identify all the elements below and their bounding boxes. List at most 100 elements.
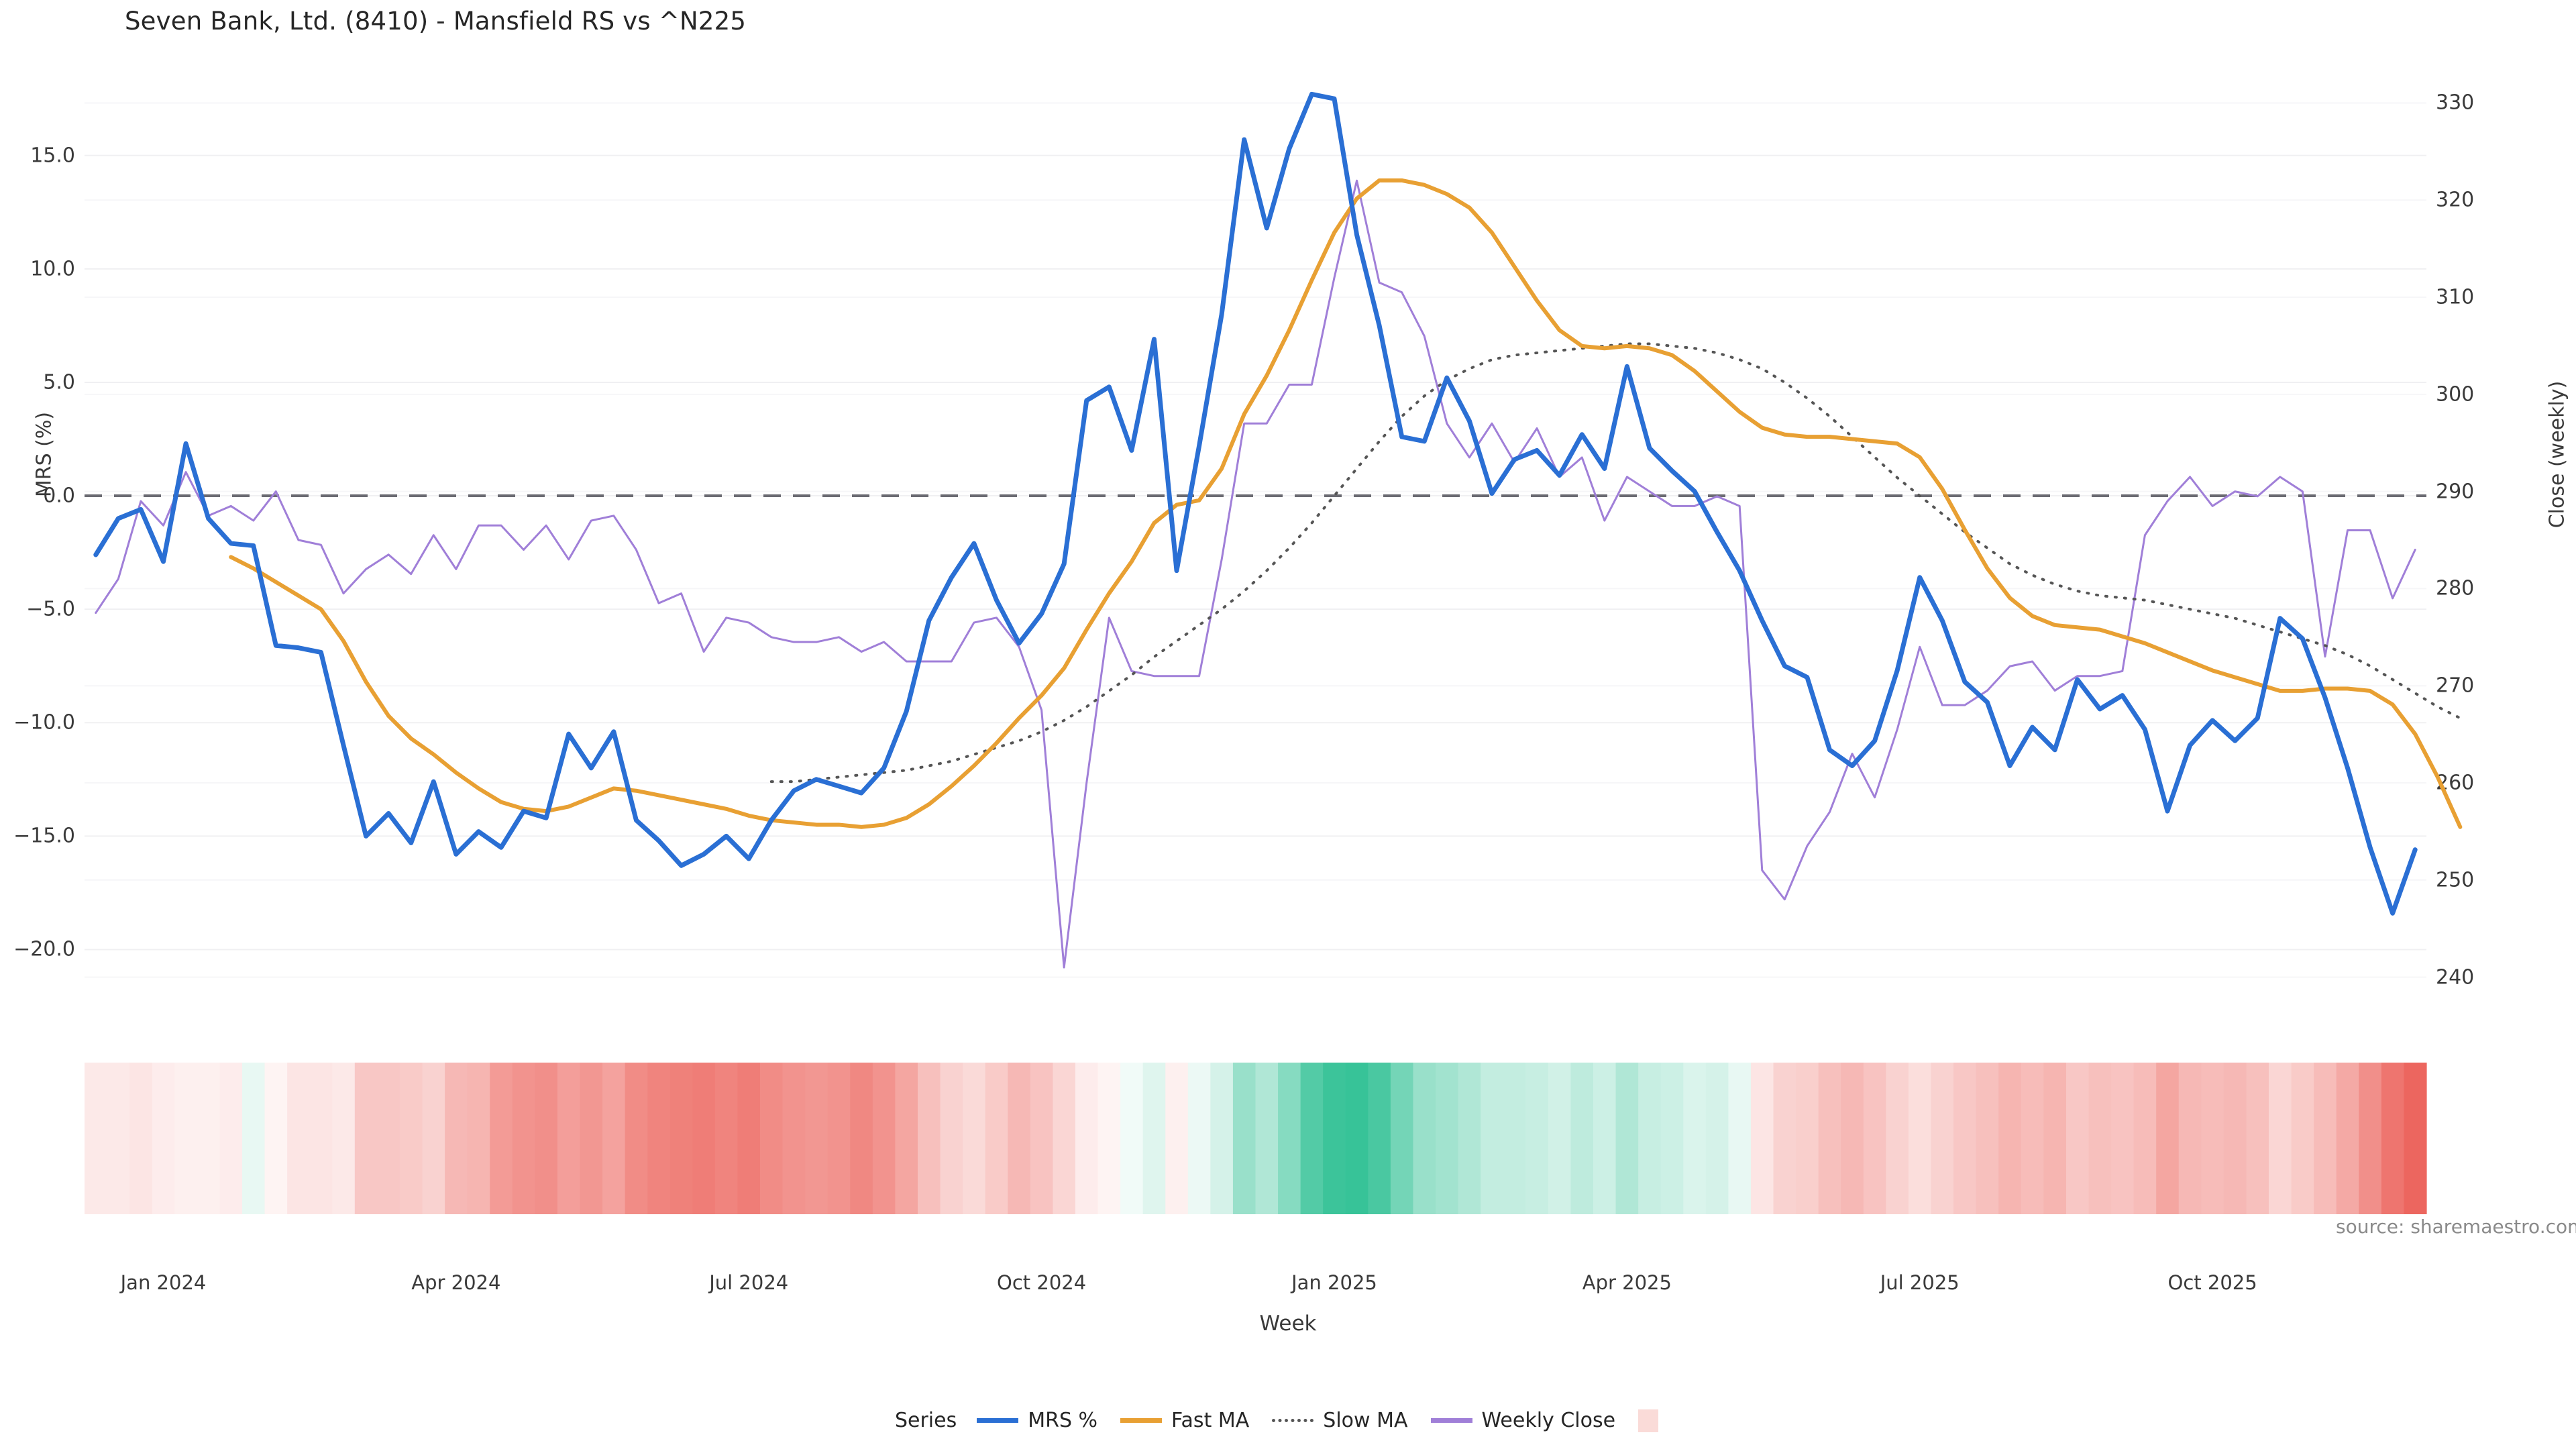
legend-swatch-heat: [1638, 1409, 1659, 1432]
heat-band-cell: [1120, 1063, 1144, 1214]
y-tick-right: 270: [2436, 674, 2475, 698]
heat-band-cell: [1008, 1063, 1031, 1214]
heat-band-cell: [737, 1063, 761, 1214]
y-tick-right: 300: [2436, 382, 2475, 407]
y-tick-right: 280: [2436, 576, 2475, 600]
heat-band-cell: [1413, 1063, 1436, 1214]
series-line-weekly-close: [95, 179, 2416, 969]
heat-band-cell: [872, 1063, 896, 1214]
heat-band-cell: [1998, 1063, 2022, 1214]
x-tick: Oct 2024: [997, 1271, 1087, 1294]
legend-item[interactable]: MRS %: [977, 1409, 1097, 1432]
heat-band-cell: [399, 1063, 423, 1214]
heat-band-cell: [1481, 1063, 1504, 1214]
legend-line-marker: [977, 1418, 1019, 1423]
heat-band-cell: [1390, 1063, 1414, 1214]
heat-band-cell: [2156, 1063, 2180, 1214]
series-line-slow-ma: [769, 342, 2462, 784]
heat-band-cell: [2246, 1063, 2269, 1214]
heat-band-cell: [963, 1063, 986, 1214]
heat-band-cell: [2111, 1063, 2135, 1214]
legend-item[interactable]: Slow MA: [1272, 1409, 1408, 1432]
x-tick: Apr 2025: [1582, 1271, 1672, 1294]
legend-item[interactable]: [1638, 1409, 1659, 1432]
chart-legend: Series MRS % Fast MA Slow MA Weekly Close: [0, 1409, 2576, 1432]
heat-band-cell: [1053, 1063, 1076, 1214]
heat-band-cell: [782, 1063, 806, 1214]
heat-band-cell: [467, 1063, 490, 1214]
y-tick-left: 0.0: [43, 484, 75, 508]
heat-band-cell: [1705, 1063, 1729, 1214]
heat-band-cell: [2269, 1063, 2292, 1214]
heat-band-cell: [714, 1063, 739, 1214]
legend-label: MRS %: [1028, 1409, 1098, 1432]
heat-band-cell: [602, 1063, 626, 1214]
heat-band-cell: [197, 1063, 221, 1214]
legend-title: Series: [894, 1409, 957, 1432]
heat-band-cell: [1796, 1063, 1819, 1214]
x-tick: Oct 2025: [2167, 1271, 2257, 1294]
y-tick-left: −5.0: [26, 597, 75, 621]
heat-band-cell: [805, 1063, 828, 1214]
heat-band-cell: [219, 1063, 243, 1214]
x-tick: Jan 2025: [1291, 1271, 1377, 1294]
heat-band-cell: [2065, 1063, 2090, 1214]
heat-band-cell: [2178, 1063, 2202, 1214]
heat-band-cell: [174, 1063, 198, 1214]
heat-band-cell: [625, 1063, 648, 1214]
y-tick-left: −10.0: [13, 710, 75, 735]
y-tick-left: −20.0: [13, 937, 75, 961]
heat-band-cell: [1615, 1063, 1639, 1214]
x-tick: Apr 2024: [411, 1271, 501, 1294]
legend-line-marker: [1120, 1418, 1163, 1423]
heat-band-cell: [332, 1063, 356, 1214]
y-tick-right: 290: [2436, 480, 2475, 504]
heat-band-cell: [1683, 1063, 1707, 1214]
heat-band-cell: [1232, 1063, 1256, 1214]
heat-band-cell: [1660, 1063, 1684, 1214]
heat-band-cell: [1458, 1063, 1481, 1214]
heat-band-cell: [1976, 1063, 1999, 1214]
legend-label: Fast MA: [1171, 1409, 1250, 1432]
heat-band-cell: [354, 1063, 378, 1214]
heat-band-cell: [827, 1063, 851, 1214]
heat-band-cell: [1165, 1063, 1189, 1214]
heat-band-cell: [2336, 1063, 2359, 1214]
y-tick-left: 5.0: [43, 370, 75, 394]
legend-label: Slow MA: [1323, 1409, 1408, 1432]
heat-band-cell: [1886, 1063, 1909, 1214]
heat-band-cell: [377, 1063, 400, 1214]
heat-band-cell: [1750, 1063, 1774, 1214]
x-axis-label: Week: [1259, 1311, 1317, 1336]
heat-band-cell: [2088, 1063, 2112, 1214]
y-tick-left: 10.0: [30, 257, 75, 281]
legend-line-marker: [1430, 1418, 1472, 1423]
legend-item[interactable]: Weekly Close: [1430, 1409, 1615, 1432]
y-tick-right: 330: [2436, 91, 2475, 115]
y-tick-right: 320: [2436, 188, 2475, 212]
legend-item[interactable]: Fast MA: [1120, 1409, 1249, 1432]
heat-band-cell: [1728, 1063, 1752, 1214]
heat-band-cell: [85, 1063, 108, 1214]
y-tick-right: 310: [2436, 285, 2475, 309]
heat-band-cell: [1368, 1063, 1391, 1214]
heat-band-cell: [1638, 1063, 1662, 1214]
heat-band-cell: [1210, 1063, 1234, 1214]
x-tick: Jul 2024: [709, 1271, 789, 1294]
heat-band-cell: [1075, 1063, 1099, 1214]
heat-band-cell: [1187, 1063, 1211, 1214]
heat-band-cell: [1841, 1063, 1864, 1214]
heat-band-cell: [1773, 1063, 1796, 1214]
heat-band-cell: [985, 1063, 1008, 1214]
heat-band-cell: [287, 1063, 311, 1214]
heat-band-cell: [557, 1063, 581, 1214]
heat-band-cell: [1570, 1063, 1594, 1214]
heat-band-cell: [2381, 1063, 2405, 1214]
heat-band-cell: [895, 1063, 918, 1214]
heat-band-cell: [1525, 1063, 1549, 1214]
heat-band-cell: [1908, 1063, 1932, 1214]
heat-band-cell: [1863, 1063, 1886, 1214]
heat-band-cell: [107, 1063, 130, 1214]
heat-band-cell: [1931, 1063, 1954, 1214]
